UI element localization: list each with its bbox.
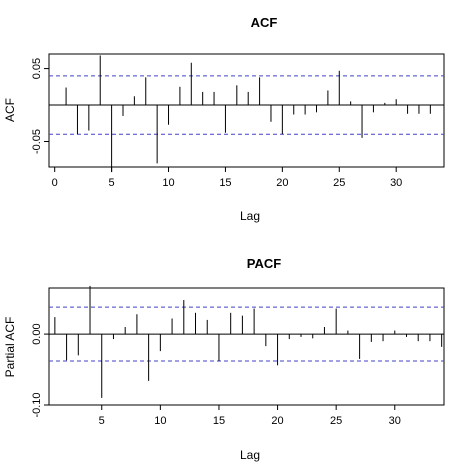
- acf-plot-box: [48, 53, 445, 168]
- pacf-x-tick-label: 5: [99, 415, 105, 427]
- pacf-y-label: Partial ACF: [3, 317, 17, 378]
- pacf-x-label: Lag: [240, 448, 260, 462]
- acf-y-tick-label: -0.05: [31, 129, 43, 154]
- acf-x-tick-label: 15: [219, 177, 231, 189]
- acf-y-label: ACF: [3, 98, 17, 122]
- acf-title: ACF: [251, 15, 278, 30]
- acf-y-tick-label: 0.05: [31, 58, 43, 79]
- pacf-y-tick-label: -0.10: [31, 392, 43, 417]
- pacf-plot-box: [48, 287, 445, 406]
- pacf-title: PACF: [247, 256, 281, 271]
- pacf-confidence-bands: [49, 306, 444, 362]
- acf-x-tick-label: 25: [333, 177, 345, 189]
- pacf-x-tick-label: 30: [389, 415, 401, 427]
- acf-panel: ACF 0 5 10 15 20 25 30 0.05 -0.05 Lag ACF: [3, 15, 445, 223]
- pacf-panel: PACF 5 10 15 20 25 30 0.00 -0.10 Lag Partial A…: [3, 256, 445, 462]
- pacf-y-axis: 0.00 -0.10: [31, 323, 49, 418]
- pacf-x-tick-label: 10: [154, 415, 166, 427]
- acf-y-axis: 0.05 -0.05: [31, 58, 49, 154]
- acf-x-tick-label: 20: [276, 177, 288, 189]
- acf-bars: [65, 55, 431, 173]
- pacf-bars: [54, 285, 443, 398]
- acf-x-label: Lag: [240, 209, 260, 223]
- pacf-x-tick-label: 15: [213, 415, 225, 427]
- pacf-y-tick-label: 0.00: [31, 323, 43, 344]
- acf-x-tick-label: 0: [52, 177, 58, 189]
- pacf-x-tick-label: 20: [271, 415, 283, 427]
- pacf-x-tick-label: 25: [330, 415, 342, 427]
- acf-x-tick-label: 10: [162, 177, 174, 189]
- acf-confidence-bands: [49, 75, 444, 135]
- pacf-x-axis: 5 10 15 20 25 30: [99, 405, 401, 427]
- acf-x-tick-label: 5: [109, 177, 115, 189]
- acf-x-tick-label: 30: [390, 177, 402, 189]
- acf-x-axis: 0 5 10 15 20 25 30: [52, 167, 402, 189]
